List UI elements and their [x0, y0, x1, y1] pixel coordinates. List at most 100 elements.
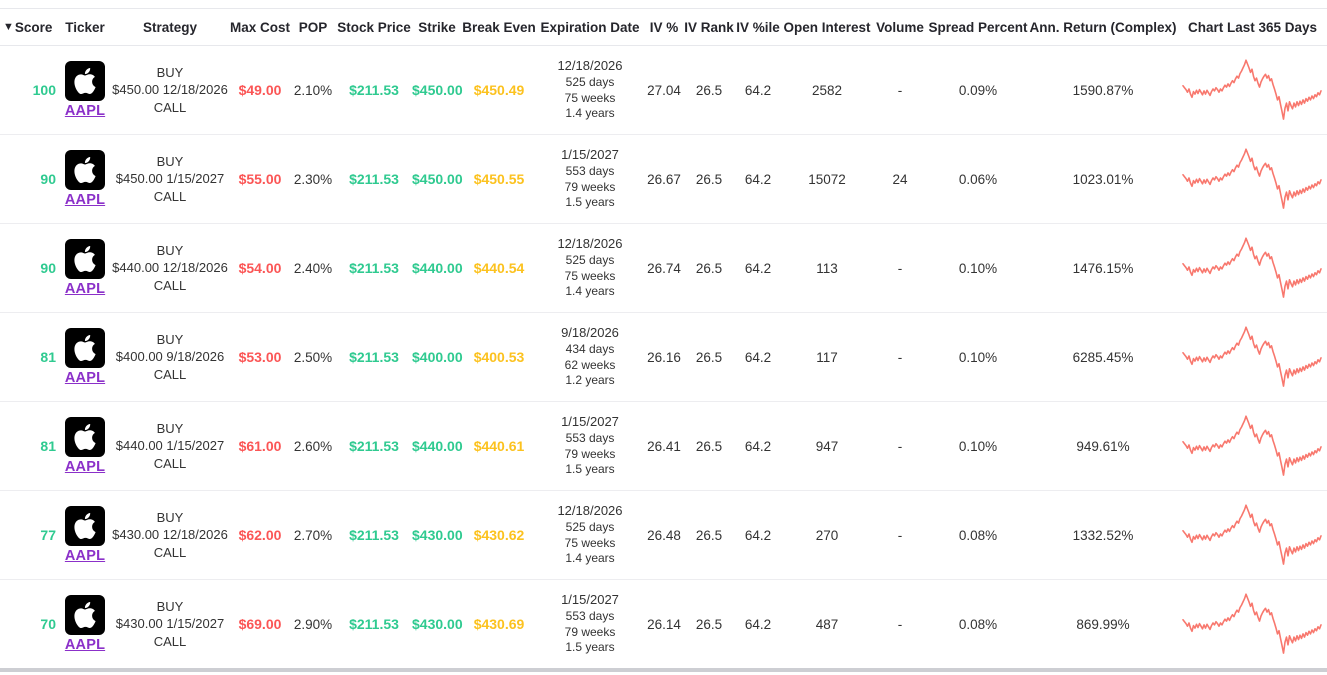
- strategy-detail: $450.00 12/18/2026: [112, 82, 228, 98]
- ticker-logo-link[interactable]: [65, 61, 105, 101]
- score-value: 81: [40, 438, 56, 454]
- expiration-weeks: 79 weeks: [564, 624, 616, 639]
- open-interest-cell: 2582: [811, 82, 843, 98]
- ticker-logo-link[interactable]: [65, 595, 105, 635]
- expiration-cell: 9/18/2026 434 days 62 weeks 1.2 years: [536, 325, 644, 389]
- sort-descending-icon: ▼: [3, 20, 14, 33]
- column-header-label: IV %ile: [736, 19, 780, 35]
- ticker-link[interactable]: AAPL: [64, 548, 106, 564]
- ticker-link[interactable]: AAPL: [64, 192, 106, 208]
- strategy-detail: $400.00 9/18/2026: [115, 349, 225, 365]
- strategy-cell: BUY $430.00 12/18/2026 CALL: [110, 509, 230, 560]
- column-header-label: Break Even: [462, 19, 536, 35]
- open-interest-cell: 487: [815, 616, 839, 632]
- ticker-cell: AAPL: [60, 328, 110, 386]
- column-header-max-cost[interactable]: Max Cost: [230, 20, 290, 35]
- column-header-label: Ticker: [65, 19, 105, 35]
- column-header-strike[interactable]: Strike: [412, 20, 462, 35]
- expiration-days: 434 days: [565, 342, 615, 357]
- strike-cell: $450.00: [412, 82, 463, 98]
- bottom-scrollbar-track[interactable]: [0, 668, 1327, 672]
- spread-percent-cell: 0.10%: [958, 260, 998, 276]
- column-header-label: IV %: [649, 19, 679, 35]
- ticker-logo-link[interactable]: [65, 417, 105, 457]
- expiration-years: 1.4 years: [565, 284, 615, 299]
- column-header-break-even[interactable]: Break Even: [462, 20, 536, 35]
- stock-price-cell: $211.53: [336, 616, 412, 632]
- iv-pctile-cell: 64.2: [744, 82, 772, 98]
- score-cell: 90: [0, 171, 60, 187]
- expiration-cell: 12/18/2026 525 days 75 weeks 1.4 years: [536, 236, 644, 300]
- column-header-iv[interactable]: IV %: [644, 20, 684, 35]
- column-header-label: Strike: [418, 19, 456, 35]
- expiration-date: 12/18/2026: [557, 58, 623, 74]
- ticker-link[interactable]: AAPL: [64, 637, 106, 653]
- column-header-label: Score: [14, 19, 53, 35]
- iv-rank-cell: 26.5: [695, 171, 723, 187]
- column-header-score[interactable]: ▼ Score: [0, 20, 60, 35]
- table-row: 70 AAPL BUY $430.00 1/15/2027 CALL $69.0…: [0, 579, 1327, 668]
- column-header-stock-price[interactable]: Stock Price: [336, 20, 412, 35]
- strategy-action: BUY: [156, 154, 184, 170]
- column-header-strategy[interactable]: Strategy: [110, 20, 230, 35]
- column-header-ann-return[interactable]: Ann. Return (Complex): [1028, 20, 1178, 35]
- ticker-link[interactable]: AAPL: [64, 370, 106, 386]
- ticker-logo-link[interactable]: [65, 239, 105, 279]
- strategy-type: CALL: [153, 188, 187, 204]
- stock-price-value: $211.53: [349, 438, 399, 454]
- strike-cell: $450.00: [412, 171, 463, 187]
- iv-rank-cell: 26.5: [695, 82, 723, 98]
- strategy-type: CALL: [153, 277, 187, 293]
- score-cell: 81: [0, 438, 60, 454]
- ticker-link[interactable]: AAPL: [64, 103, 106, 119]
- stock-price-value: $211.53: [349, 171, 399, 187]
- column-header-ticker[interactable]: Ticker: [60, 20, 110, 35]
- expiration-years: 1.2 years: [565, 373, 615, 388]
- ticker-logo-link[interactable]: [65, 506, 105, 546]
- apple-logo-icon: [74, 246, 96, 272]
- iv-cell: 26.74: [647, 260, 681, 276]
- max-cost-cell: $61.00: [230, 438, 290, 454]
- column-header-expiration-date[interactable]: Expiration Date: [536, 20, 644, 35]
- column-header-pop[interactable]: POP: [290, 20, 336, 35]
- column-header-label: Stock Price: [337, 19, 411, 35]
- expiration-cell: 1/15/2027 553 days 79 weeks 1.5 years: [536, 592, 644, 656]
- ticker-logo-link[interactable]: [65, 328, 105, 368]
- break-even-value: $430.69: [473, 616, 525, 632]
- score-value: 100: [32, 82, 56, 98]
- max-cost-cell: $62.00: [230, 527, 290, 543]
- max-cost-value: $69.00: [238, 616, 282, 632]
- strategy-cell: BUY $430.00 1/15/2027 CALL: [110, 598, 230, 649]
- column-header-spread-percent[interactable]: Spread Percent: [928, 20, 1028, 35]
- iv-cell: 26.67: [647, 171, 681, 187]
- iv-pctile-cell: 64.2: [744, 171, 772, 187]
- table-row: 100 AAPL BUY $450.00 12/18/2026 CALL $49…: [0, 46, 1327, 134]
- strategy-detail: $430.00 1/15/2027: [115, 616, 225, 632]
- pop-cell: 2.70%: [293, 527, 333, 543]
- ticker-link[interactable]: AAPL: [64, 459, 106, 475]
- column-header-open-interest[interactable]: Open Interest: [782, 20, 872, 35]
- break-even-cell: $450.49: [462, 82, 536, 98]
- column-header-iv-pctile[interactable]: IV %ile: [734, 20, 782, 35]
- pop-cell: 2.60%: [293, 438, 333, 454]
- column-header-chart[interactable]: Chart Last 365 Days: [1178, 20, 1327, 35]
- apple-logo-icon: [74, 68, 96, 94]
- table-row: 81 AAPL BUY $400.00 9/18/2026 CALL $53.0…: [0, 312, 1327, 401]
- price-sparkline-chart: [1181, 415, 1322, 476]
- column-header-iv-rank[interactable]: IV Rank: [684, 20, 734, 35]
- spread-percent-cell: 0.08%: [958, 616, 998, 632]
- stock-price-value: $211.53: [349, 260, 399, 276]
- ticker-logo-link[interactable]: [65, 150, 105, 190]
- expiration-years: 1.4 years: [565, 551, 615, 566]
- column-header-volume[interactable]: Volume: [872, 20, 928, 35]
- strategy-detail: $450.00 1/15/2027: [115, 171, 225, 187]
- break-even-value: $450.55: [473, 171, 525, 187]
- ticker-link[interactable]: AAPL: [64, 281, 106, 297]
- spread-percent-cell: 0.10%: [958, 349, 998, 365]
- score-cell: 81: [0, 349, 60, 365]
- spread-percent-cell: 0.10%: [958, 438, 998, 454]
- expiration-date: 9/18/2026: [561, 325, 619, 341]
- break-even-cell: $430.62: [462, 527, 536, 543]
- strategy-cell: BUY $440.00 12/18/2026 CALL: [110, 242, 230, 293]
- ticker-cell: AAPL: [60, 417, 110, 475]
